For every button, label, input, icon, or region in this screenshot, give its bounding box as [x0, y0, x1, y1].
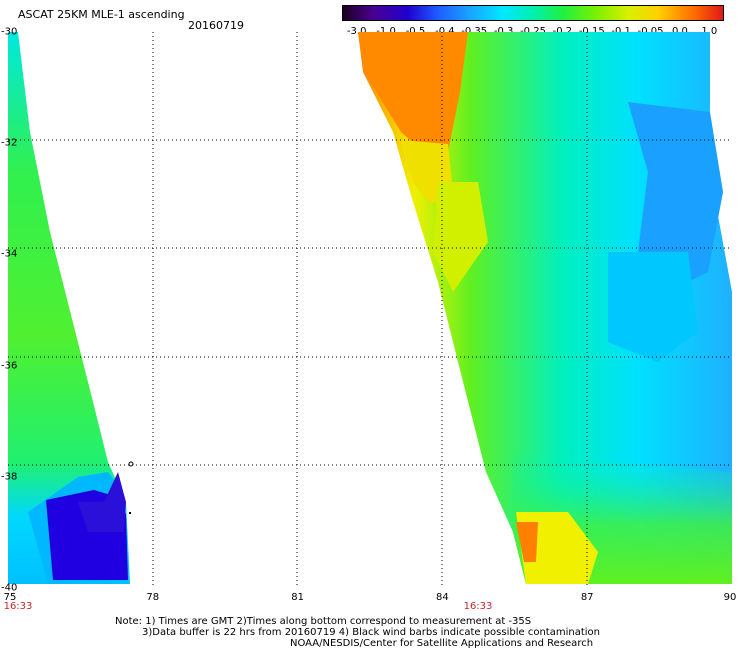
- ascat-map: [8, 32, 732, 588]
- color-scale-label: -1.0: [376, 26, 396, 37]
- color-scale-label: -0.05: [637, 26, 664, 37]
- color-scale-label: -0.25: [520, 26, 546, 37]
- left-swath: [8, 32, 130, 584]
- measurement-time-label: 16:33: [463, 601, 493, 612]
- color-scale-label: -0.5: [405, 26, 426, 37]
- measurement-time-label: 16:33: [3, 601, 33, 612]
- product-title: ASCAT 25KM MLE-1 ascending: [18, 8, 185, 21]
- footnote: Note: 1) Times are GMT 2)Times along bot…: [115, 616, 600, 638]
- longitude-label: 87: [580, 592, 594, 603]
- longitude-label: 90: [723, 592, 737, 603]
- barb-marker: [128, 461, 134, 467]
- color-scale-bar: [342, 5, 724, 21]
- latitude-label: -30: [1, 26, 18, 38]
- lat-lon-grid: [8, 32, 732, 588]
- color-scale-label: 1.0: [701, 26, 718, 37]
- color-scale-label: 0.0: [671, 26, 688, 37]
- latitude-label: -38: [1, 471, 18, 483]
- longitude-label: 75: [3, 592, 17, 603]
- longitude-label: 81: [291, 592, 304, 603]
- color-scale-label: -0.1: [611, 26, 631, 37]
- latitude-label: -32: [1, 137, 18, 149]
- credit-line: NOAA/NESDIS/Center for Satellite Applica…: [290, 638, 594, 649]
- footnote-line-1: Note: 1) Times are GMT 2)Times along bot…: [115, 616, 532, 627]
- longitude-label: 78: [146, 592, 160, 603]
- product-date: 20160719: [188, 19, 244, 32]
- color-scale-label: -0.3: [493, 26, 514, 37]
- color-scale-label: -0.35: [461, 26, 488, 37]
- longitude-label: 84: [436, 592, 449, 603]
- latitude-label: -40: [1, 582, 18, 594]
- color-scale-label: -0.2: [552, 26, 573, 37]
- footnote-line-2: 3)Data buffer is 22 hrs from 20160719 4)…: [142, 627, 600, 638]
- barb-marker: [129, 512, 131, 514]
- latitude-label: -36: [1, 360, 18, 372]
- color-scale-label: -0.15: [578, 26, 605, 37]
- latitude-label: -34: [1, 248, 18, 260]
- color-scale-label: -0.4: [435, 26, 455, 37]
- right-swath: [358, 32, 732, 584]
- color-scale-label: -3.0: [346, 26, 367, 37]
